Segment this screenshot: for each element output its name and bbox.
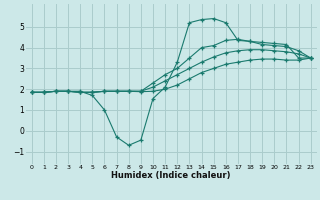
X-axis label: Humidex (Indice chaleur): Humidex (Indice chaleur) bbox=[111, 171, 231, 180]
